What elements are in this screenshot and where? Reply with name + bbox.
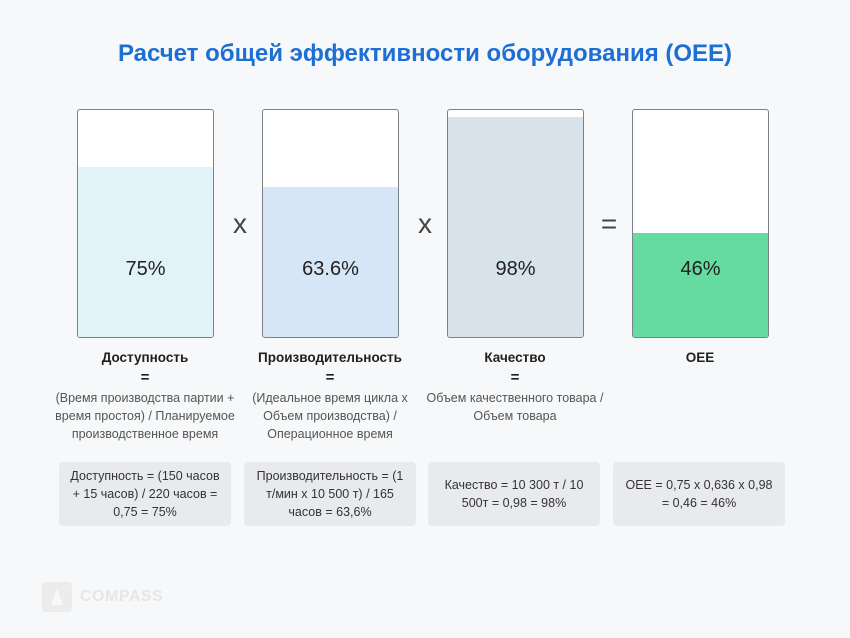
tank-fill bbox=[78, 166, 213, 337]
calculation-box: OEE = 0,75 x 0,636 x 0,98 = 0,46 = 46% bbox=[613, 462, 785, 526]
metric-formula: (Время производства партии + время прост… bbox=[55, 391, 235, 441]
operator-sign: x bbox=[418, 208, 432, 239]
compass-logo: COMPASS bbox=[42, 582, 163, 612]
tank-value: 63.6% bbox=[302, 258, 359, 280]
tank-3: 46% bbox=[632, 109, 769, 338]
tank-0: 75% bbox=[77, 109, 214, 338]
metric-formula: Объем качественного товара / Объем товар… bbox=[426, 391, 604, 423]
calculation-box: Доступность = (150 часов + 15 часов) / 2… bbox=[59, 462, 231, 526]
tank-1: 63.6% bbox=[262, 109, 399, 338]
equals-sign: = bbox=[140, 369, 150, 386]
tank-fill bbox=[633, 232, 768, 337]
tank-value: 98% bbox=[495, 258, 536, 280]
metric-name: Доступность bbox=[101, 350, 189, 365]
calculation-box: Производительность = (1 т/мин x 10 500 т… bbox=[244, 462, 416, 526]
page-title: Расчет общей эффективности оборудования … bbox=[117, 40, 733, 67]
tank-fill bbox=[448, 116, 583, 337]
equals-sign: = bbox=[510, 369, 520, 386]
operator-sign: = bbox=[600, 208, 618, 239]
tank-value: 75% bbox=[125, 258, 166, 280]
calculation-box: Качество = 10 300 т / 10 500т = 0,98 = 9… bbox=[428, 462, 600, 526]
metric-formula: (Идеальное время цикла x Объем производс… bbox=[252, 391, 408, 441]
metric-name: OEE bbox=[685, 350, 715, 365]
tank-fill bbox=[263, 187, 398, 337]
equals-sign: = bbox=[325, 369, 335, 386]
operator-sign: x bbox=[233, 208, 247, 239]
metric-name: Производительность bbox=[258, 350, 402, 365]
tank-value: 46% bbox=[680, 258, 721, 280]
logo-text: COMPASS bbox=[80, 588, 164, 605]
metric-name: Качество bbox=[484, 350, 546, 365]
compass-logo-icon bbox=[42, 582, 72, 612]
tank-2: 98% bbox=[447, 109, 584, 338]
